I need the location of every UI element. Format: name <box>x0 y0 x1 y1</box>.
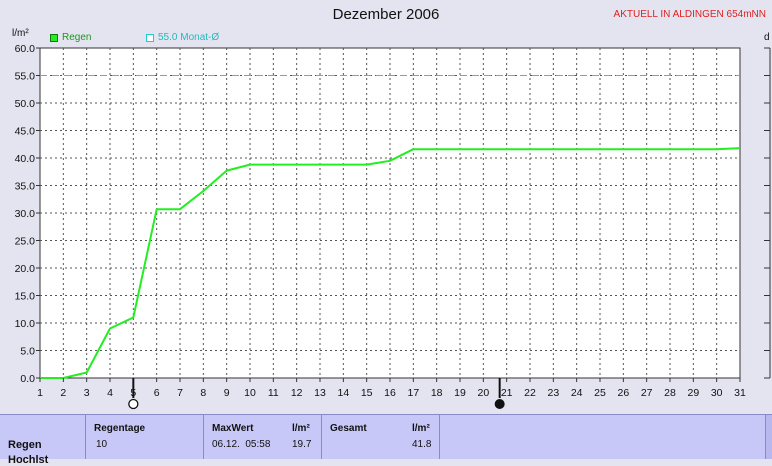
x-tick-label-26: 26 <box>617 387 629 399</box>
x-tick-label-27: 27 <box>641 387 653 399</box>
location-label: AKTUELL IN ALDINGEN 654mNN <box>613 9 766 20</box>
full-moon-icon <box>128 398 139 410</box>
y-tick-label-55.0: 55.0 <box>15 71 36 83</box>
legend-item-regen: Regen <box>50 32 91 43</box>
x-tick-label-9: 9 <box>224 387 230 399</box>
stats-panel: Regen Hochlst Regentage 10 MaxWert l/m² … <box>0 414 772 466</box>
y-axis-ticks: 0.0 5.0 10.0 15.0 20.0 25.0 30.0 35.0 40.0 45.0 50… <box>15 43 40 385</box>
y-tick-label-5.0: 5.0 <box>20 346 35 358</box>
x-tick-label-17: 17 <box>407 387 419 399</box>
y-tick-label-50.0: 50.0 <box>15 98 36 110</box>
x-tick-label-21: 21 <box>501 387 513 399</box>
x-tick-label-30: 30 <box>711 387 723 399</box>
x-tick-label-1: 1 <box>37 387 43 399</box>
y-axis-unit-label: l/m² <box>12 28 29 39</box>
y-tick-label-0.0: 0.0 <box>20 373 35 385</box>
y-tick-label-20.0: 20.0 <box>15 263 36 275</box>
right-edge-label: d <box>764 32 770 43</box>
grid-lines <box>40 48 740 378</box>
legend-label-regen: Regen <box>62 32 92 43</box>
x-tick-label-6: 6 <box>154 387 160 399</box>
x-tick-label-22: 22 <box>524 387 536 399</box>
x-tick-label-11: 11 <box>268 387 279 399</box>
x-tick-label-2: 2 <box>60 387 66 399</box>
series-line-0 <box>40 147 741 379</box>
x-tick-label-7: 7 <box>177 387 183 399</box>
y-tick-label-10.0: 10.0 <box>15 318 36 330</box>
gesamt-value: 41.8 <box>412 439 432 450</box>
legend-item-average: 55.0 Monat-Ø <box>146 32 219 43</box>
x-tick-label-23: 23 <box>547 387 559 399</box>
maxwert-value: 19.7 <box>292 439 312 450</box>
x-tick-label-24: 24 <box>571 387 583 399</box>
x-tick-label-10: 10 <box>244 387 256 399</box>
stats-row-label-cell: Regen Hochlst <box>0 415 86 466</box>
gesamt-unit: l/m² <box>412 423 430 434</box>
maxwert-unit: l/m² <box>292 423 310 434</box>
chart-title: Dezember 2006 <box>332 6 440 23</box>
y-tick-label-60.0: 60.0 <box>15 43 36 55</box>
legend-swatch-average <box>146 33 154 42</box>
new-moon-icon <box>494 399 505 409</box>
x-tick-label-15: 15 <box>361 387 373 399</box>
x-tick-label-14: 14 <box>337 387 349 399</box>
regentage-value: 10 <box>96 439 108 450</box>
x-tick-label-19: 19 <box>454 387 466 399</box>
x-tick-label-20: 20 <box>477 387 489 399</box>
y-tick-label-35.0: 35.0 <box>15 181 36 193</box>
x-tick-label-8: 8 <box>200 387 206 399</box>
moon-markers <box>128 378 505 410</box>
maxwert-label: MaxWert <box>212 423 254 434</box>
x-tick-label-16: 16 <box>384 387 396 399</box>
x-axis-ticks: 1234567891011121314151617181920212223242… <box>37 378 746 399</box>
y-tick-label-45.0: 45.0 <box>15 126 36 138</box>
x-tick-label-18: 18 <box>431 387 443 399</box>
legend-label-average: 55.0 Monat-Ø <box>158 32 220 43</box>
x-tick-label-3: 3 <box>84 387 90 399</box>
stats-regentage-cell: Regentage 10 <box>86 415 204 459</box>
maxwert-date: 06.12. 05:58 <box>212 439 271 450</box>
stats-row-label-2: Hochlst <box>8 454 49 466</box>
x-tick-label-12: 12 <box>291 387 303 399</box>
x-tick-label-28: 28 <box>664 387 676 399</box>
legend-swatch-regen <box>50 33 58 42</box>
gesamt-label: Gesamt <box>330 423 367 434</box>
y-tick-label-30.0: 30.0 <box>15 208 36 220</box>
y-tick-label-15.0: 15.0 <box>15 291 36 303</box>
y-tick-label-40.0: 40.0 <box>15 153 36 165</box>
y-tick-label-25.0: 25.0 <box>15 236 36 248</box>
series-lines <box>40 147 741 379</box>
x-tick-label-31: 31 <box>734 387 746 399</box>
rain-chart: 0.0 5.0 10.0 15.0 20.0 25.0 30.0 35.0 40.0 45.0 50… <box>15 43 771 410</box>
x-tick-label-13: 13 <box>314 387 326 399</box>
right-edge-ticks <box>764 47 771 379</box>
stats-maxwert-cell: MaxWert l/m² 06.12. 05:58 19.7 <box>204 415 322 459</box>
stats-gesamt-cell: Gesamt l/m² 41.8 <box>322 415 440 459</box>
stats-empty-cell <box>440 415 766 459</box>
stats-row-label: Regen <box>8 439 42 451</box>
x-tick-label-4: 4 <box>107 387 113 399</box>
regentage-label: Regentage <box>94 423 146 434</box>
x-tick-label-25: 25 <box>594 387 606 399</box>
x-tick-label-29: 29 <box>687 387 699 399</box>
